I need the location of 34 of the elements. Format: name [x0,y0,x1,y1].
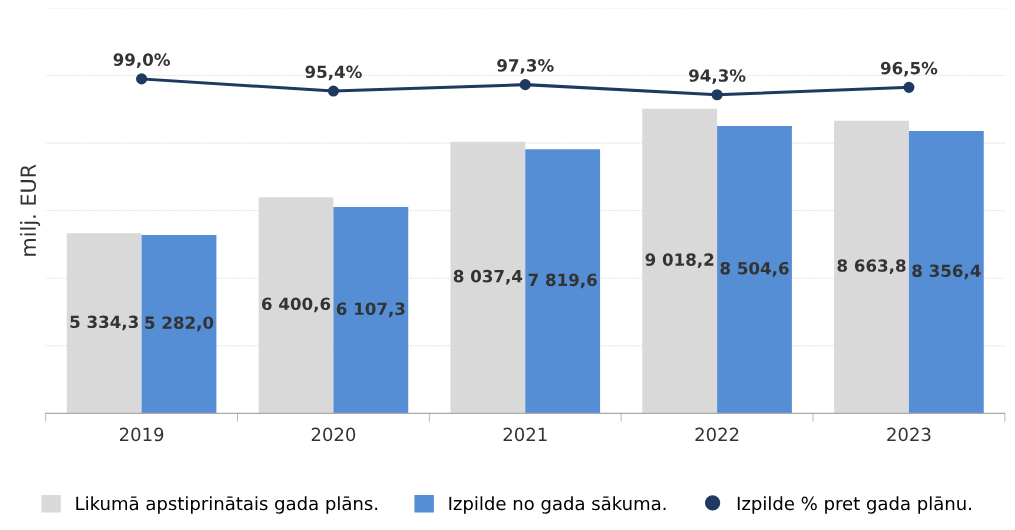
data-label: 6 400,6 [262,297,331,313]
data-label: 5 334,3 [70,315,138,331]
data-label: 8 356,4 [912,264,981,280]
x-tick-label: 2023 [887,427,931,442]
data-label: 94,3% [689,69,746,84]
data-label: 8 037,4 [453,269,523,285]
bar [333,207,409,414]
data-label: 96,5% [880,61,938,77]
bar [908,131,984,414]
legend-label: Izpilde % pret gada plānu. [737,496,971,514]
data-label: 6 107,3 [336,302,405,318]
data-label: 7 819,6 [528,273,597,289]
bar [141,234,217,414]
legend-label: Izpilde no gada sākuma. [449,496,666,514]
x-tick-label: 2021 [503,427,547,442]
point [903,81,915,93]
data-label: 8 504,6 [720,261,789,277]
point [327,85,339,97]
data-label: 99,0% [113,53,170,69]
data-label: 9 018,2 [645,253,714,269]
data-label: 8 663,8 [837,259,906,274]
point [136,73,148,85]
point [519,79,531,91]
x-tick-label: 2020 [311,427,356,442]
legend-label: Likumā apstiprinātais gada plāns. [76,496,378,514]
bar [525,149,601,414]
data-label: 95,4% [305,65,362,81]
data-label: 5 282,0 [145,316,214,332]
point [711,89,723,101]
bar [717,126,792,414]
data-label: 97,3% [497,59,554,74]
y-axis-title: milj. EUR [19,164,41,256]
x-tick-label: 2019 [119,427,164,442]
x-tick-label: 2022 [695,427,739,442]
